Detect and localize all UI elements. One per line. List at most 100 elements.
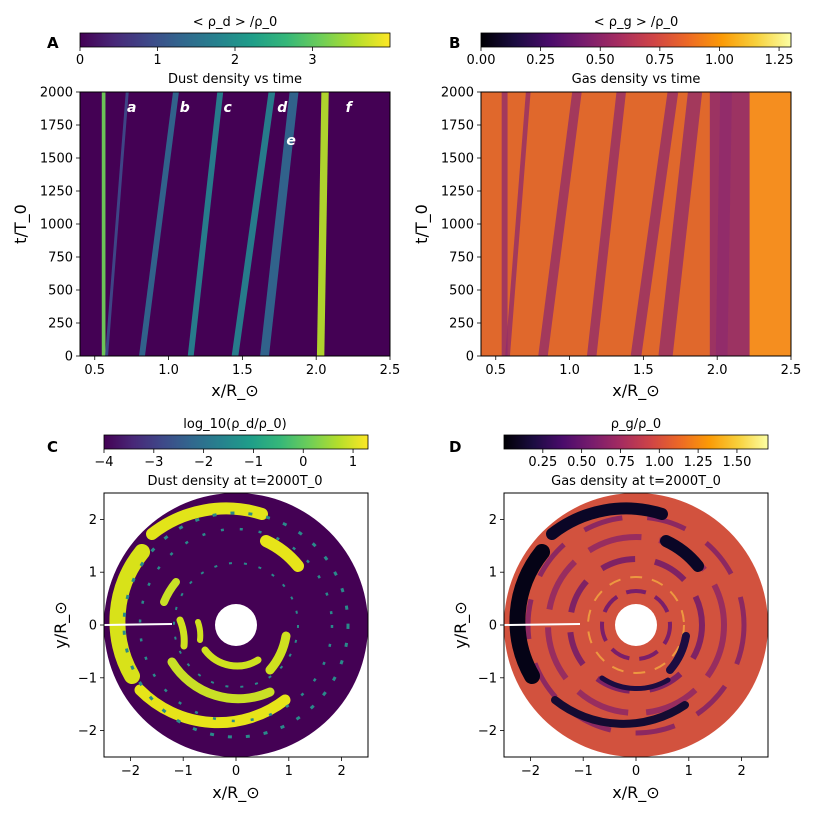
panel-c-planet-marker <box>103 623 173 626</box>
dust-arc-3 <box>134 684 291 729</box>
panel-a-ytick-label-0: 0 <box>65 350 73 365</box>
cb-a-tick-label-2: 2 <box>231 53 239 68</box>
panel-a-ytick-label-3: 750 <box>48 251 73 266</box>
dust-ring-debris-3 <box>173 562 299 688</box>
dust-arc-2 <box>109 544 150 684</box>
gas-ring-inner <box>600 589 672 661</box>
panel-b-gap-region <box>709 92 750 356</box>
panel-d-ytick-label-4: 2 <box>489 513 497 528</box>
panel-c-xtick-label-1: −1 <box>174 764 193 779</box>
panel-b-ytick-label-1: 250 <box>449 317 474 332</box>
panel-b-axes: 0.5 1.0 1.5 2.0 2.5 0 250 500 750 1000 1250 1500 175… <box>441 86 801 379</box>
panel-a-axes: 0.5 1.0 1.5 2.0 2.5 0 250 500 750 1000 1250 1500 175… <box>40 86 400 379</box>
panel-c-xtick-label-0: −2 <box>121 764 140 779</box>
panel-b-ytick-label-7: 1750 <box>441 119 474 134</box>
panel-d-title: Gas density at t=2000T_0 <box>551 474 721 489</box>
panel-b-title: Gas density vs time <box>572 72 701 87</box>
gas-spiral-2 <box>545 534 727 716</box>
panel-b-ytick-label-8: 2000 <box>441 86 474 101</box>
cb-b-tick-label-4: 1.00 <box>705 53 734 68</box>
panel-b-xlabel: x/R_⊙ <box>612 381 659 401</box>
panel-d-ytick-label-0: −2 <box>478 724 497 739</box>
panel-c-ytick-label-4: 2 <box>89 513 97 528</box>
panel-c-title: Dust density at t=2000T_0 <box>147 474 322 489</box>
panel-a-annotations: a b c d e f <box>127 100 354 149</box>
panel-c-inner-hole <box>215 604 257 646</box>
panel-a-band-5 <box>260 92 299 356</box>
panel-a-colorbar <box>79 32 391 48</box>
cb-b-tick-label-3: 0.75 <box>645 53 674 68</box>
panel-b-ytick-label-4: 1000 <box>441 218 474 233</box>
cb-b-tick-label-2: 0.50 <box>586 53 615 68</box>
panel-b-band-2 <box>538 92 582 356</box>
panel-b-xtick-label-2: 1.5 <box>633 363 654 378</box>
panel-a-plot-area <box>80 92 390 356</box>
panel-b-ylabel: t/T_0 <box>412 204 432 244</box>
panel-b-ytick-label-0: 0 <box>466 350 474 365</box>
panel-d-xlabel: x/R_⊙ <box>612 783 659 803</box>
panel-d-colorbar-label: ρ_g/ρ_0 <box>611 417 661 432</box>
gas-ring-bright-1 <box>587 576 685 674</box>
dust-ring-debris-1 <box>122 511 350 739</box>
cb-a-tick-label-3: 3 <box>308 53 316 68</box>
panel-d-ylabel: y/R_⊙ <box>451 601 471 648</box>
panel-c-ytick-label-2: 0 <box>89 619 97 634</box>
panel-d-xtick-label-2: 0 <box>632 764 640 779</box>
panel-c-colorbar-label: log_10(ρ_d/ρ_0) <box>183 417 286 432</box>
panel-label-a: A <box>47 34 59 52</box>
cb-c-tick-label-0: −4 <box>94 455 113 470</box>
gas-spiral-3 <box>567 556 705 694</box>
panel-a-ylabel: t/T_0 <box>11 204 31 244</box>
panel-d-xtick-label-4: 2 <box>737 764 745 779</box>
panel-d-ytick-label-3: 1 <box>489 566 497 581</box>
panel-d-xtick-label-0: −2 <box>521 764 540 779</box>
panel-d-ytick-label-2: 0 <box>489 619 497 634</box>
panel-c-ytick-label-3: 1 <box>89 566 97 581</box>
panel-b: < ρ_g > /ρ_0 0.00 0.25 0.50 0.75 1.00 1.25 Ga… <box>412 15 801 401</box>
dust-arc-1 <box>146 502 268 540</box>
cb-d-tick-label-0: 0.25 <box>528 455 557 470</box>
cb-d-tick-label-4: 1.25 <box>684 455 713 470</box>
dust-arc-5 <box>167 657 275 704</box>
panel-d: ρ_g/ρ_0 0.25 0.50 0.75 1.00 1.25 1.50 Gas den… <box>451 417 769 803</box>
panel-c: log_10(ρ_d/ρ_0) −4 −3 −2 −1 0 1 Dust density … <box>51 417 369 803</box>
panel-c-ytick-label-1: −1 <box>78 671 97 686</box>
panel-a-xlabel: x/R_⊙ <box>211 381 258 401</box>
cb-d-tick-label-3: 1.00 <box>645 455 674 470</box>
gas-gap-4 <box>660 535 704 572</box>
panel-a-xtick-label-4: 2.5 <box>380 363 401 378</box>
panel-label-c: C <box>47 438 58 456</box>
panel-a-xtick-label-2: 1.5 <box>232 363 253 378</box>
panel-a-annotation-d: d <box>277 100 288 116</box>
panel-a-band-3 <box>187 92 224 356</box>
panel-b-band-5 <box>658 92 703 356</box>
gas-gap-5 <box>666 632 690 674</box>
panel-d-xtick-label-1: −1 <box>574 764 593 779</box>
dust-arc-8 <box>201 646 262 670</box>
panel-a-xtick-label-3: 2.0 <box>306 363 327 378</box>
panel-c-ytick-label-0: −2 <box>78 724 97 739</box>
panel-d-planet-marker <box>503 623 581 626</box>
cb-c-tick-label-4: 0 <box>299 455 307 470</box>
panel-b-colorbar-ticks: 0.00 0.25 0.50 0.75 1.00 1.25 <box>467 47 794 68</box>
panel-b-bands <box>501 92 791 356</box>
panel-b-band-3 <box>587 92 626 356</box>
cb-b-tick-label-1: 0.25 <box>526 53 555 68</box>
panel-a-annotation-a: a <box>127 100 136 116</box>
cb-c-tick-label-2: −2 <box>194 455 213 470</box>
panel-a-xtick-label-1: 1.0 <box>158 363 179 378</box>
panel-c-ylabel: y/R_⊙ <box>51 601 71 648</box>
dust-arc-10 <box>195 619 204 643</box>
panel-c-colorbar-ticks: −4 −3 −2 −1 0 1 <box>94 449 357 470</box>
panel-c-colorbar <box>103 434 369 450</box>
panel-a-ytick-label-2: 500 <box>48 284 73 299</box>
gas-gap-3 <box>551 696 689 728</box>
gas-gap-6 <box>599 675 671 692</box>
panel-b-ytick-label-2: 500 <box>449 284 474 299</box>
gas-gap-2 <box>509 544 550 684</box>
panel-a-ytick-label-5: 1250 <box>40 185 73 200</box>
panel-d-ytick-label-1: −1 <box>478 671 497 686</box>
panel-a-annotation-c: c <box>223 100 232 116</box>
panel-b-ytick-label-5: 1250 <box>441 185 474 200</box>
